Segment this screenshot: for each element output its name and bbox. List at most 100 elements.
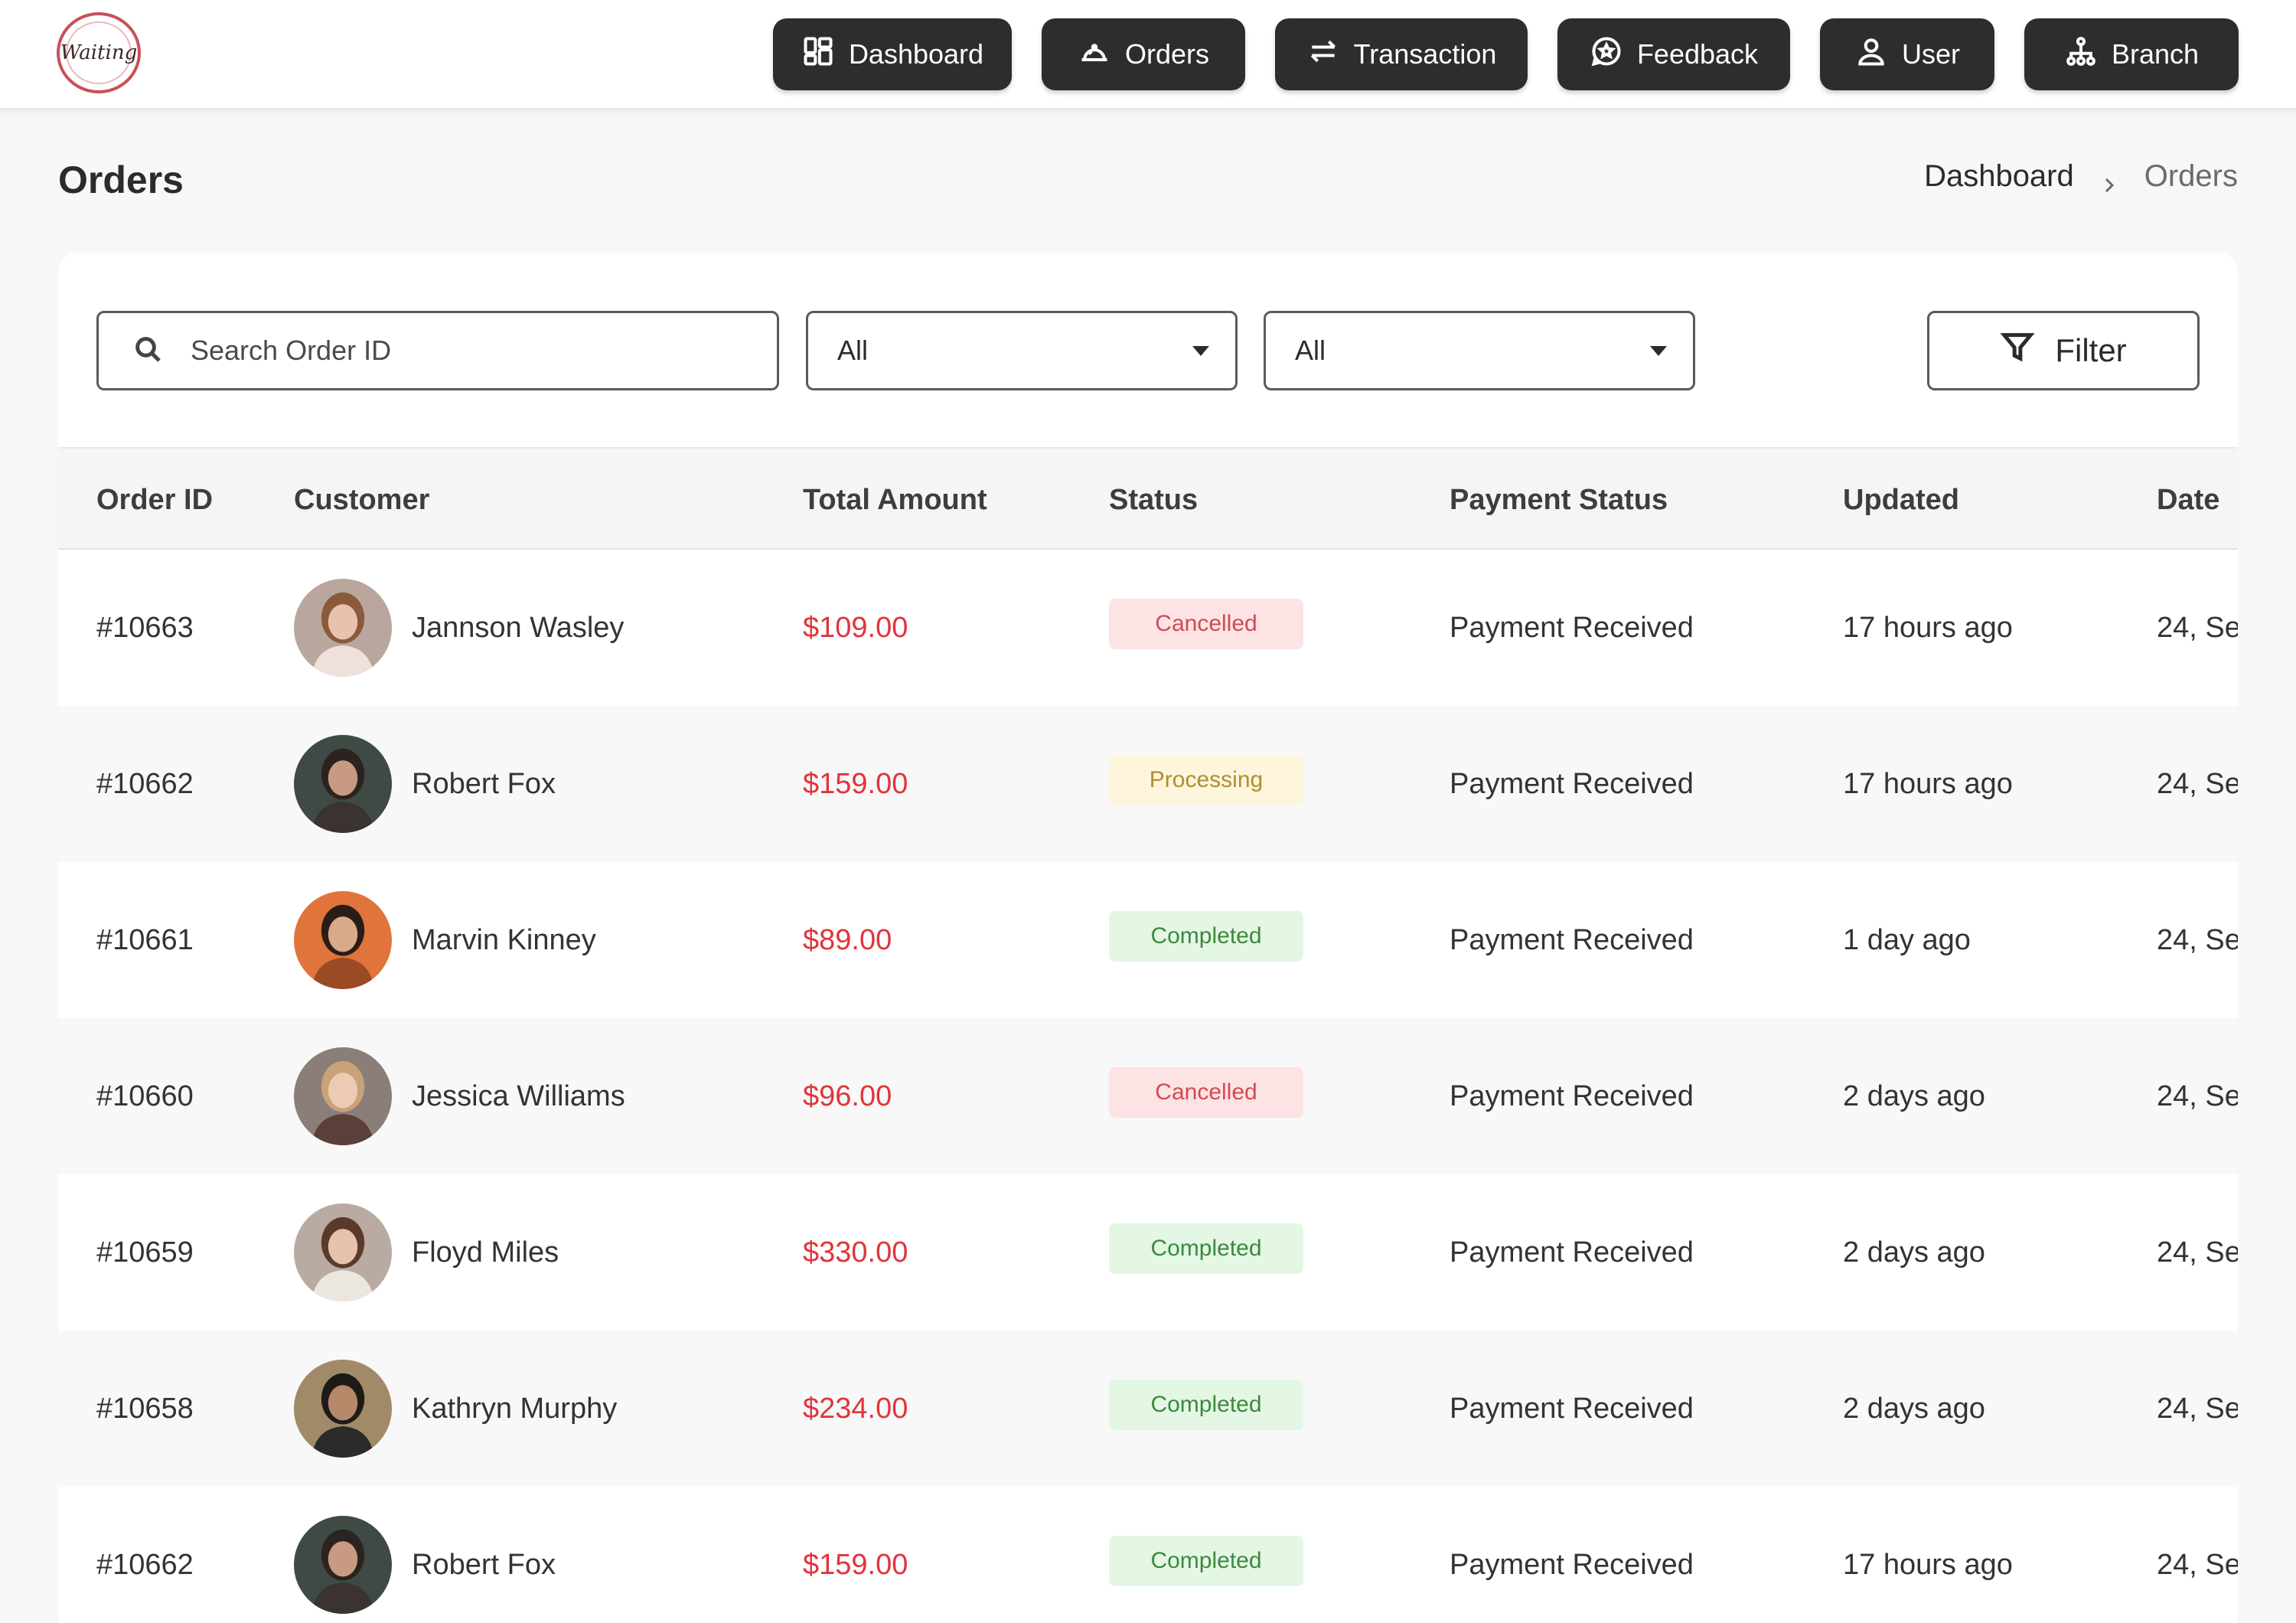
breadcrumb-dashboard-link[interactable]: Dashboard <box>1924 159 2074 193</box>
filter-bar: All All Filter <box>58 253 2238 447</box>
dashboard-icon <box>801 34 835 75</box>
customer-cell: Jannson Wasley <box>294 550 624 706</box>
updated-cell: 2 days ago <box>1843 1236 1985 1269</box>
date-cell: 24, Se <box>2157 767 2238 800</box>
nav-transaction-button[interactable]: Transaction <box>1275 18 1528 90</box>
table-row[interactable]: #10663 Jannson Wasley $109.00 Cancelled Paym… <box>58 550 2238 706</box>
status-cell: Cancelled <box>1109 550 1303 706</box>
order-id-cell[interactable]: #10660 <box>96 1079 194 1112</box>
top-navigation-bar: Waiting Dashboard Orders Transaction Fee… <box>0 0 2296 109</box>
app-logo[interactable]: Waiting <box>57 12 141 93</box>
table-row[interactable]: #10659 Floyd Miles $330.00 Completed Payment… <box>58 1174 2238 1331</box>
updated-cell: 17 hours ago <box>1843 611 2013 644</box>
order-id-cell[interactable]: #10662 <box>96 1548 194 1581</box>
customer-name: Floyd Miles <box>412 1236 559 1269</box>
nav-feedback-label: Feedback <box>1636 38 1759 70</box>
status-badge: Completed <box>1109 1536 1303 1586</box>
column-header-customer[interactable]: Customer <box>294 483 430 516</box>
filter-button-label: Filter <box>2055 332 2127 368</box>
date-cell: 24, Se <box>2157 611 2238 644</box>
payment-status-cell: Payment Received <box>1450 1079 1694 1112</box>
nav-orders-button[interactable]: Orders <box>1042 18 1245 90</box>
search-order-id-input[interactable] <box>191 335 726 367</box>
total-amount-cell: $234.00 <box>803 1392 908 1425</box>
customer-cell: Jessica Williams <box>294 1018 625 1174</box>
order-id-cell[interactable]: #10658 <box>96 1392 194 1425</box>
payment-status-cell: Payment Received <box>1450 1392 1694 1425</box>
payment-status-cell: Payment Received <box>1450 1236 1694 1269</box>
status-badge: Completed <box>1109 1380 1303 1430</box>
avatar <box>294 579 392 677</box>
nav-feedback-button[interactable]: Feedback <box>1557 18 1790 90</box>
nav-transaction-label: Transaction <box>1353 38 1497 70</box>
order-id-cell[interactable]: #10661 <box>96 923 194 956</box>
caret-down-icon <box>1650 345 1667 356</box>
status-cell: Completed <box>1109 1174 1303 1331</box>
table-row[interactable]: #10660 Jessica Williams $96.00 Cancelled Pay… <box>58 1018 2238 1174</box>
table-row[interactable]: #10662 Robert Fox $159.00 Processing Payment… <box>58 706 2238 862</box>
nav-dashboard-label: Dashboard <box>848 38 984 70</box>
status-select[interactable]: All <box>806 311 1238 390</box>
funnel-icon <box>2000 329 2035 372</box>
avatar <box>294 1203 392 1301</box>
column-header-order-id[interactable]: Order ID <box>96 483 214 516</box>
column-header-updated[interactable]: Updated <box>1843 483 1959 516</box>
column-header-date[interactable]: Date <box>2157 483 2220 516</box>
status-badge: Processing <box>1109 755 1303 805</box>
customer-name: Jessica Williams <box>412 1079 625 1112</box>
date-cell: 24, Se <box>2157 1548 2238 1581</box>
status-cell: Completed <box>1109 862 1303 1018</box>
avatar <box>294 1047 392 1145</box>
search-icon <box>132 334 163 368</box>
table-row[interactable]: #10661 Marvin Kinney $89.00 Completed Paymen… <box>58 862 2238 1018</box>
column-header-payment-status[interactable]: Payment Status <box>1450 483 1668 516</box>
customer-cell: Floyd Miles <box>294 1174 559 1331</box>
nav-orders-label: Orders <box>1124 38 1210 70</box>
status-badge: Cancelled <box>1109 1067 1303 1118</box>
status-cell: Completed <box>1109 1487 1303 1623</box>
payment-status-cell: Payment Received <box>1450 1548 1694 1581</box>
feedback-star-icon <box>1590 34 1623 75</box>
date-cell: 24, Se <box>2157 923 2238 956</box>
total-amount-cell: $159.00 <box>803 767 908 800</box>
customer-cell: Robert Fox <box>294 706 556 862</box>
caret-down-icon <box>1192 345 1209 356</box>
avatar <box>294 1360 392 1458</box>
status-badge: Completed <box>1109 1223 1303 1274</box>
breadcrumb: Dashboard Orders <box>1924 159 2238 194</box>
total-amount-cell: $330.00 <box>803 1236 908 1269</box>
filter-button[interactable]: Filter <box>1927 311 2200 390</box>
customer-name: Marvin Kinney <box>412 923 596 956</box>
status-select-value: All <box>837 335 869 366</box>
table-row[interactable]: #10662 Robert Fox $159.00 Completed Payment … <box>58 1487 2238 1623</box>
customer-name: Jannson Wasley <box>412 611 625 644</box>
updated-cell: 2 days ago <box>1843 1392 1985 1425</box>
nav-dashboard-button[interactable]: Dashboard <box>773 18 1012 90</box>
date-cell: 24, Se <box>2157 1236 2238 1269</box>
nav-user-button[interactable]: User <box>1820 18 1994 90</box>
chevron-right-icon <box>2100 168 2118 192</box>
updated-cell: 2 days ago <box>1843 1079 1985 1112</box>
updated-cell: 17 hours ago <box>1843 767 2013 800</box>
status-badge: Cancelled <box>1109 599 1303 649</box>
payment-select[interactable]: All <box>1264 311 1695 390</box>
column-header-status[interactable]: Status <box>1109 483 1199 516</box>
table-header: Order ID Customer Total Amount Status Pa… <box>58 447 2238 550</box>
avatar <box>294 1516 392 1614</box>
column-header-total-amount[interactable]: Total Amount <box>803 483 987 516</box>
date-cell: 24, Se <box>2157 1392 2238 1425</box>
nav-branch-button[interactable]: Branch <box>2024 18 2239 90</box>
status-cell: Cancelled <box>1109 1018 1303 1174</box>
avatar <box>294 891 392 989</box>
search-box[interactable] <box>96 311 779 390</box>
status-cell: Processing <box>1109 706 1303 862</box>
table-row[interactable]: #10658 Kathryn Murphy $234.00 Completed Paym… <box>58 1331 2238 1487</box>
total-amount-cell: $89.00 <box>803 923 892 956</box>
logo-text: Waiting <box>60 41 138 64</box>
total-amount-cell: $109.00 <box>803 611 908 644</box>
order-id-cell[interactable]: #10662 <box>96 767 194 800</box>
order-id-cell[interactable]: #10663 <box>96 611 194 644</box>
total-amount-cell: $159.00 <box>803 1548 908 1581</box>
avatar <box>294 735 392 833</box>
order-id-cell[interactable]: #10659 <box>96 1236 194 1269</box>
